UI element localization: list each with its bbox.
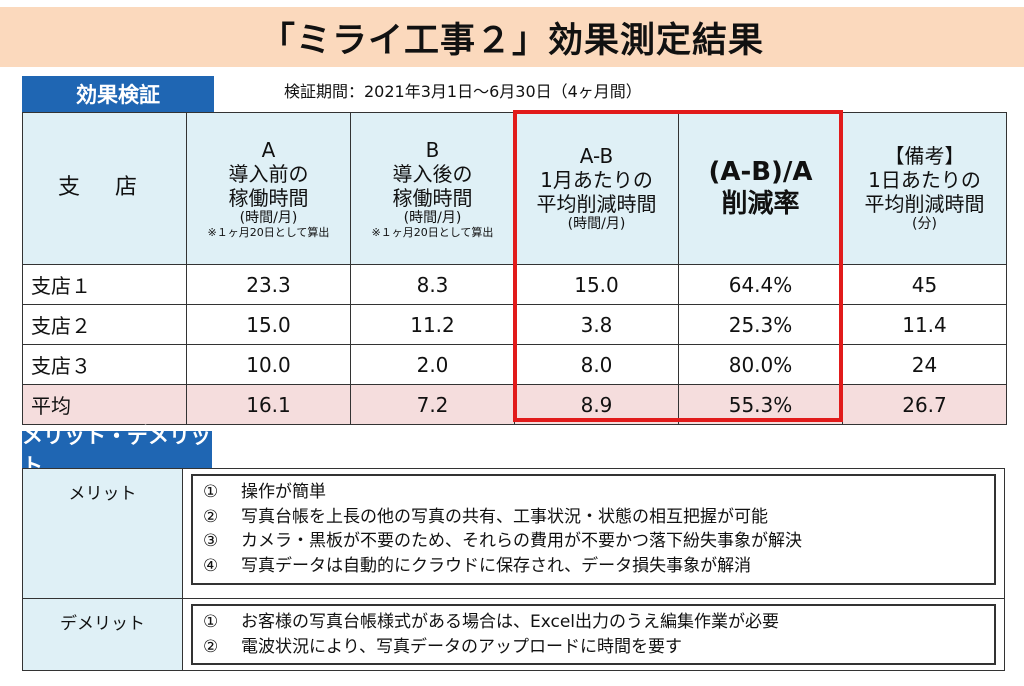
demerit-row: デメリット ① お客様の写真台帳様式がある場合は、Excel出力のうえ編集作業が必… — [22, 597, 1005, 672]
list-item: ① お客様の写真台帳様式がある場合は、Excel出力のうえ編集作業が必要 — [203, 612, 780, 632]
cell-rate: 25.3% — [678, 304, 843, 345]
list-item: ② 電波状況により、写真データのアップロードに時間を要す — [203, 636, 682, 657]
cell-note: 45 — [842, 264, 1007, 305]
merit-label: メリット — [22, 468, 183, 599]
cell-branch: 支店１ — [22, 264, 187, 305]
header-branch: 支 店 — [22, 112, 187, 265]
cell-ab: 8.0 — [514, 344, 679, 385]
title-bar: 「ミライ工事２」効果測定結果 — [0, 7, 1024, 67]
table-row: 支店１ 23.3 8.3 15.0 64.4% 45 — [22, 264, 1007, 305]
cell-ab: 8.9 — [514, 384, 679, 425]
verification-period: 検証期間：2021年3月1日～6月30日（4ヶ月間） — [284, 82, 642, 101]
header-a-minus-b: A-B 1月あたりの 平均削減時間 (時間/月) — [514, 112, 679, 265]
cell-ab: 3.8 — [514, 304, 679, 345]
cell-a: 16.1 — [186, 384, 351, 425]
cell-a: 10.0 — [186, 344, 351, 385]
cell-b: 11.2 — [350, 304, 515, 345]
header-a: A 導入前の 稼働時間 (時間/月) ※１ヶ月20日として算出 — [186, 112, 351, 265]
table-row: 支店２ 15.0 11.2 3.8 25.3% 11.4 — [22, 304, 1007, 345]
cell-b: 2.0 — [350, 344, 515, 385]
page-title: 「ミライ工事２」効果測定結果 — [259, 20, 764, 61]
effect-section-label: 効果検証 — [22, 76, 214, 112]
merit-row: メリット ① 操作が簡単 ② 写真台帳を上長の他の写真の共有、工事状況・状態の相互把… — [22, 468, 1005, 599]
header-reduction-rate: (A-B)/A 削減率 — [678, 112, 843, 265]
cell-rate: 64.4% — [678, 264, 843, 305]
cell-b: 7.2 — [350, 384, 515, 425]
cell-a: 15.0 — [186, 304, 351, 345]
header-b: B 導入後の 稼働時間 (時間/月) ※１ヶ月20日として算出 — [350, 112, 515, 265]
list-item: ② 写真台帳を上長の他の写真の共有、工事状況・状態の相互把握が可能 — [203, 506, 768, 527]
merit-list: ① 操作が簡単 ② 写真台帳を上長の他の写真の共有、工事状況・状態の相互把握が可能 … — [191, 474, 996, 585]
cell-a: 23.3 — [186, 264, 351, 305]
cell-b: 8.3 — [350, 264, 515, 305]
list-item: ④ 写真データは自動的にクラウドに保存され、データ損失事象が解消 — [203, 555, 752, 576]
merit-section-label: メリット・デメリット — [22, 424, 212, 478]
cell-branch: 支店３ — [22, 344, 187, 385]
cell-rate: 55.3% — [678, 384, 843, 425]
cell-note: 11.4 — [842, 304, 1007, 345]
cell-ab: 15.0 — [514, 264, 679, 305]
table-row-average: 平均 16.1 7.2 8.9 55.3% 26.7 — [22, 384, 1007, 425]
results-table: 支 店 A 導入前の 稼働時間 (時間/月) ※１ヶ月20日として算出 B 導入… — [22, 112, 1007, 425]
demerit-label: デメリット — [22, 597, 183, 672]
cell-note: 26.7 — [842, 384, 1007, 425]
cell-branch: 平均 — [22, 384, 187, 425]
demerit-list: ① お客様の写真台帳様式がある場合は、Excel出力のうえ編集作業が必要 ② 電波状… — [191, 604, 996, 666]
merit-demerit-table: メリット ① 操作が簡単 ② 写真台帳を上長の他の写真の共有、工事状況・状態の相互把… — [22, 468, 1005, 672]
list-item: ① 操作が簡単 — [203, 482, 326, 502]
table-row: 支店３ 10.0 2.0 8.0 80.0% 24 — [22, 344, 1007, 385]
list-item: ③ カメラ・黒板が不要のため、それらの費用が不要かつ落下紛失事象が解決 — [203, 531, 802, 552]
cell-rate: 80.0% — [678, 344, 843, 385]
cell-branch: 支店２ — [22, 304, 187, 345]
cell-note: 24 — [842, 344, 1007, 385]
table-header-row: 支 店 A 導入前の 稼働時間 (時間/月) ※１ヶ月20日として算出 B 導入… — [22, 112, 1007, 265]
header-note: 【備考】 1日あたりの 平均削減時間 (分) — [842, 112, 1007, 265]
